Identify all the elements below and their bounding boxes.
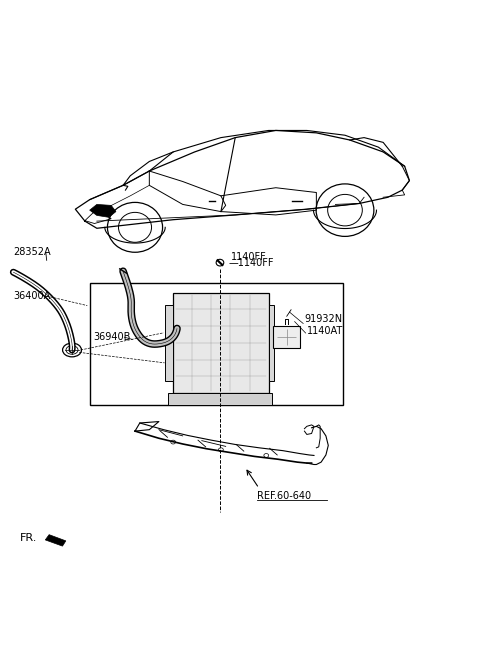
Text: 91932N: 91932N	[304, 314, 343, 324]
Text: 36400A: 36400A	[13, 291, 50, 301]
Text: 28352A: 28352A	[13, 247, 51, 257]
Bar	[165, 305, 173, 381]
Polygon shape	[45, 535, 66, 546]
Bar	[168, 393, 273, 405]
Text: 1140AT: 1140AT	[307, 326, 343, 336]
Bar	[274, 326, 300, 348]
Text: 36940B: 36940B	[93, 332, 131, 342]
Text: FR.: FR.	[20, 533, 37, 543]
Text: REF.60-640: REF.60-640	[257, 491, 311, 501]
Bar	[269, 305, 275, 381]
Bar	[173, 293, 269, 393]
Ellipse shape	[62, 343, 82, 357]
Polygon shape	[90, 204, 116, 217]
Text: 1140FF: 1140FF	[230, 252, 266, 262]
Bar	[90, 283, 343, 405]
Text: —1140FF: —1140FF	[228, 258, 274, 267]
